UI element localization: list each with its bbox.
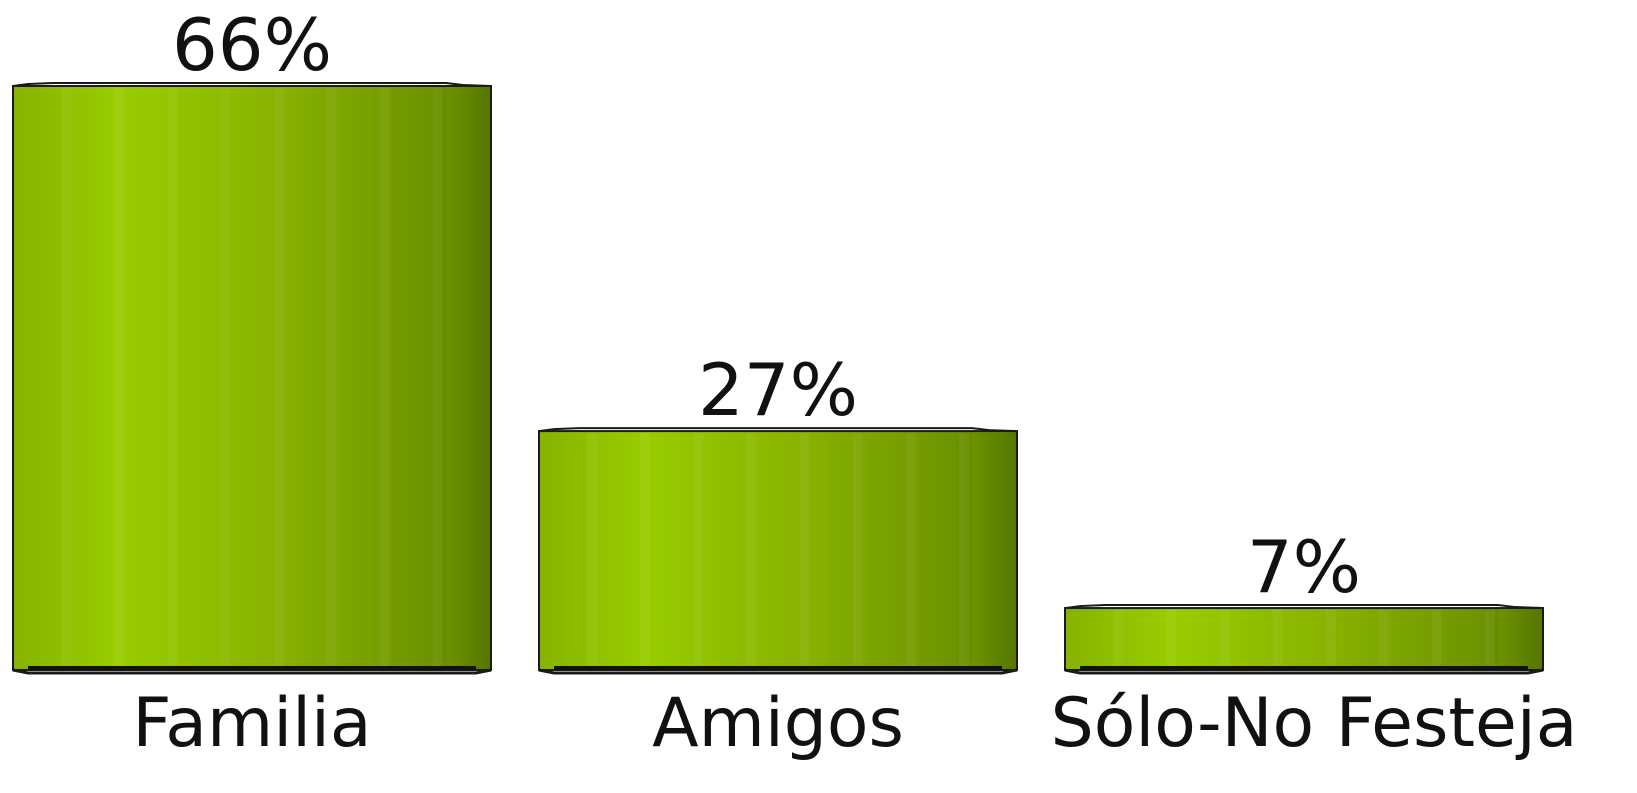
value-label-familia: 66% [172, 3, 332, 87]
value-labels-group: 66% 27% 7% [172, 3, 1361, 609]
bar-solo-no-festeja [1064, 604, 1544, 675]
category-label-solo-no-festeja: Sólo-No Festeja [1051, 684, 1578, 763]
category-labels-group: Familia Amigos Sólo-No Festeja [132, 684, 1577, 763]
bar-familia [12, 82, 492, 675]
category-label-amigos: Amigos [652, 684, 904, 763]
value-label-amigos: 27% [698, 348, 858, 432]
bar-amigos [538, 427, 1018, 675]
bars-group [12, 82, 1544, 675]
value-label-solo-no-festeja: 7% [1247, 525, 1361, 609]
category-label-familia: Familia [132, 684, 371, 763]
